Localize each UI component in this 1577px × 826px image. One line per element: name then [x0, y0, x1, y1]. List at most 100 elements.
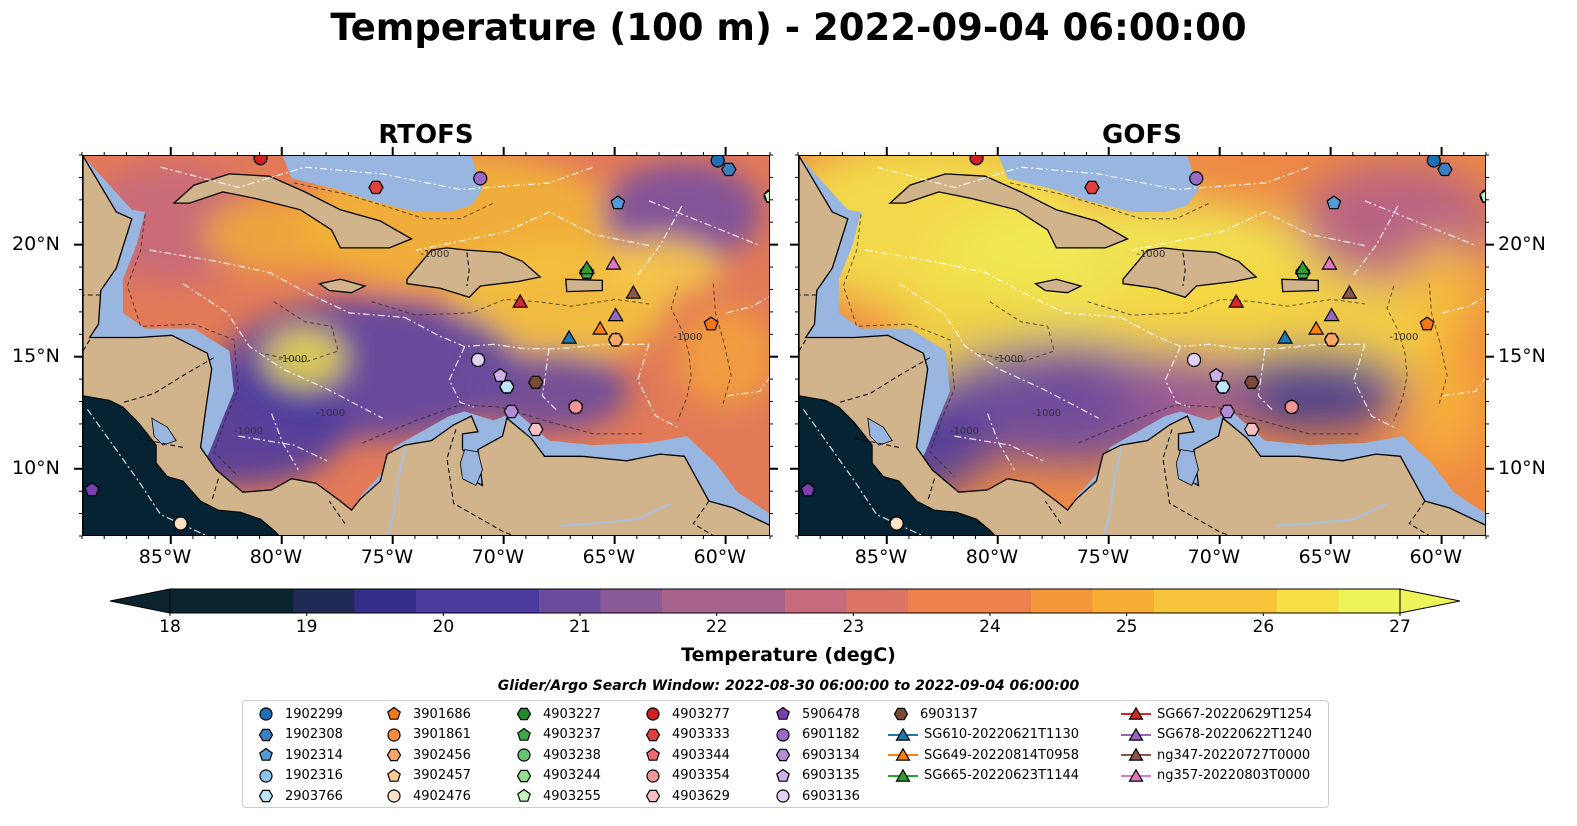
map-marker[interactable]: [1215, 380, 1231, 394]
map-marker[interactable]: [473, 171, 488, 186]
map-marker[interactable]: [512, 293, 529, 308]
map-marker[interactable]: [560, 329, 578, 344]
legend-item: 6903134: [770, 745, 860, 765]
map-marker[interactable]: [800, 482, 816, 497]
map-marker[interactable]: [1308, 320, 1325, 335]
map-marker[interactable]: [528, 375, 544, 389]
colorbar-tick: 24: [979, 617, 1001, 637]
map-marker[interactable]: [499, 380, 515, 394]
lat-tick-label: 20°N: [1498, 232, 1546, 255]
map-marker[interactable]: [1479, 189, 1486, 203]
map-marker[interactable]: [710, 156, 725, 168]
map-marker[interactable]: [1219, 404, 1236, 419]
map-marker[interactable]: [1323, 307, 1340, 322]
legend-item: 4902476: [381, 786, 471, 806]
map-marker[interactable]: [610, 195, 626, 210]
map-marker[interactable]: [1323, 333, 1340, 347]
triangle-marker-icon: [1121, 727, 1151, 741]
map-marker[interactable]: [1426, 156, 1441, 168]
map-marker[interactable]: [721, 162, 737, 177]
lat-tick-label: 10°N: [1498, 456, 1546, 479]
legend-label: 5906478: [802, 706, 860, 722]
triangle-marker-icon: [888, 768, 918, 782]
map-marker[interactable]: [1189, 171, 1204, 186]
map-marker[interactable]: [1294, 260, 1311, 275]
legend-item: 6901182: [770, 725, 860, 745]
map-marker[interactable]: [1186, 352, 1202, 368]
map-panel-rtofs[interactable]: -1000 -1000 -1000 -1000 -1000: [82, 155, 770, 536]
map-marker[interactable]: [1084, 180, 1100, 195]
lon-tick-label: 60°W: [1409, 546, 1463, 568]
map-marker[interactable]: [1208, 367, 1224, 382]
legend-item: 4903237: [511, 725, 601, 745]
map-marker[interactable]: [578, 260, 595, 275]
map-marker[interactable]: [1326, 195, 1342, 210]
legend-item: 1902314: [253, 745, 343, 765]
map-marker[interactable]: [607, 307, 624, 322]
contour-label: -1000: [1389, 332, 1418, 343]
legend-label: 1902308: [285, 727, 343, 743]
map-marker[interactable]: [1244, 422, 1260, 437]
map-marker[interactable]: [1437, 162, 1453, 177]
map-marker[interactable]: [84, 482, 100, 497]
legend-item: 3901686: [381, 704, 471, 724]
legend-label: 1902299: [285, 706, 343, 722]
map-marker[interactable]: [592, 320, 609, 335]
map-marker[interactable]: [1341, 284, 1358, 299]
map-marker[interactable]: [368, 180, 384, 195]
legend-label: 4903244: [543, 768, 601, 784]
map-panel-gofs[interactable]: -1000 -1000 -1000 -1000 -1000: [798, 155, 1486, 536]
map-marker[interactable]: [470, 352, 486, 368]
contour-label: -1000: [1032, 408, 1061, 419]
contour-label: -1000: [316, 408, 345, 419]
lon-tick-label: 85°W: [854, 546, 908, 568]
map-marker[interactable]: [253, 156, 268, 166]
legend-label: 4903629: [672, 788, 730, 804]
legend-item: 6903136: [770, 786, 860, 806]
map-marker[interactable]: [625, 284, 642, 299]
map-marker[interactable]: [1228, 293, 1245, 308]
map-marker[interactable]: [1244, 375, 1260, 389]
legend-item: 4903344: [640, 745, 730, 765]
map-marker[interactable]: [889, 516, 904, 531]
legend-label: SG667-20220629T1254: [1157, 706, 1313, 722]
map-marker[interactable]: [763, 189, 770, 203]
hexagon-marker-icon: [386, 748, 402, 762]
legend-item: 4903333: [640, 725, 730, 745]
map-marker[interactable]: [1419, 316, 1435, 331]
map-marker[interactable]: [607, 333, 624, 347]
legend-label: 6903137: [920, 706, 978, 722]
map-marker[interactable]: [503, 404, 520, 419]
map-marker[interactable]: [969, 156, 984, 166]
map-marker[interactable]: [1276, 329, 1294, 344]
map-marker[interactable]: [703, 316, 719, 331]
map-marker[interactable]: [528, 422, 544, 437]
lat-tick-label: 15°N: [12, 344, 60, 367]
hexagon-marker-icon: [775, 748, 791, 762]
map-marker[interactable]: [1321, 255, 1338, 270]
pentagon-marker-icon: [517, 727, 531, 741]
map-ticks: [74, 147, 778, 544]
contour-label: -1000: [420, 249, 449, 260]
circle-marker-icon: [387, 789, 401, 803]
legend-item: 4903238: [511, 745, 601, 765]
map-marker[interactable]: [605, 255, 622, 270]
map-marker[interactable]: [568, 399, 583, 415]
map-marker[interactable]: [1284, 399, 1299, 415]
lon-tick-label: 80°W: [965, 546, 1019, 568]
legend-item: 1902299: [253, 704, 343, 724]
legend-label: 6903134: [802, 747, 860, 763]
circle-marker-icon: [646, 769, 660, 783]
legend-label: 3902457: [413, 768, 471, 784]
legend-item: 3902457: [381, 766, 471, 786]
legend-label: 6901182: [802, 727, 860, 743]
lon-tick-label: 70°W: [471, 546, 525, 568]
map-marker[interactable]: [492, 367, 508, 382]
map-marker[interactable]: [173, 516, 188, 531]
hexagon-marker-icon: [516, 769, 532, 782]
legend-label: SG678-20220622T1240: [1157, 727, 1313, 743]
legend-label: SG649-20220814T0958: [924, 747, 1080, 763]
circle-marker-icon: [517, 748, 531, 762]
contour-label: -1000: [278, 354, 307, 365]
colorbar-tick: 27: [1389, 617, 1411, 637]
